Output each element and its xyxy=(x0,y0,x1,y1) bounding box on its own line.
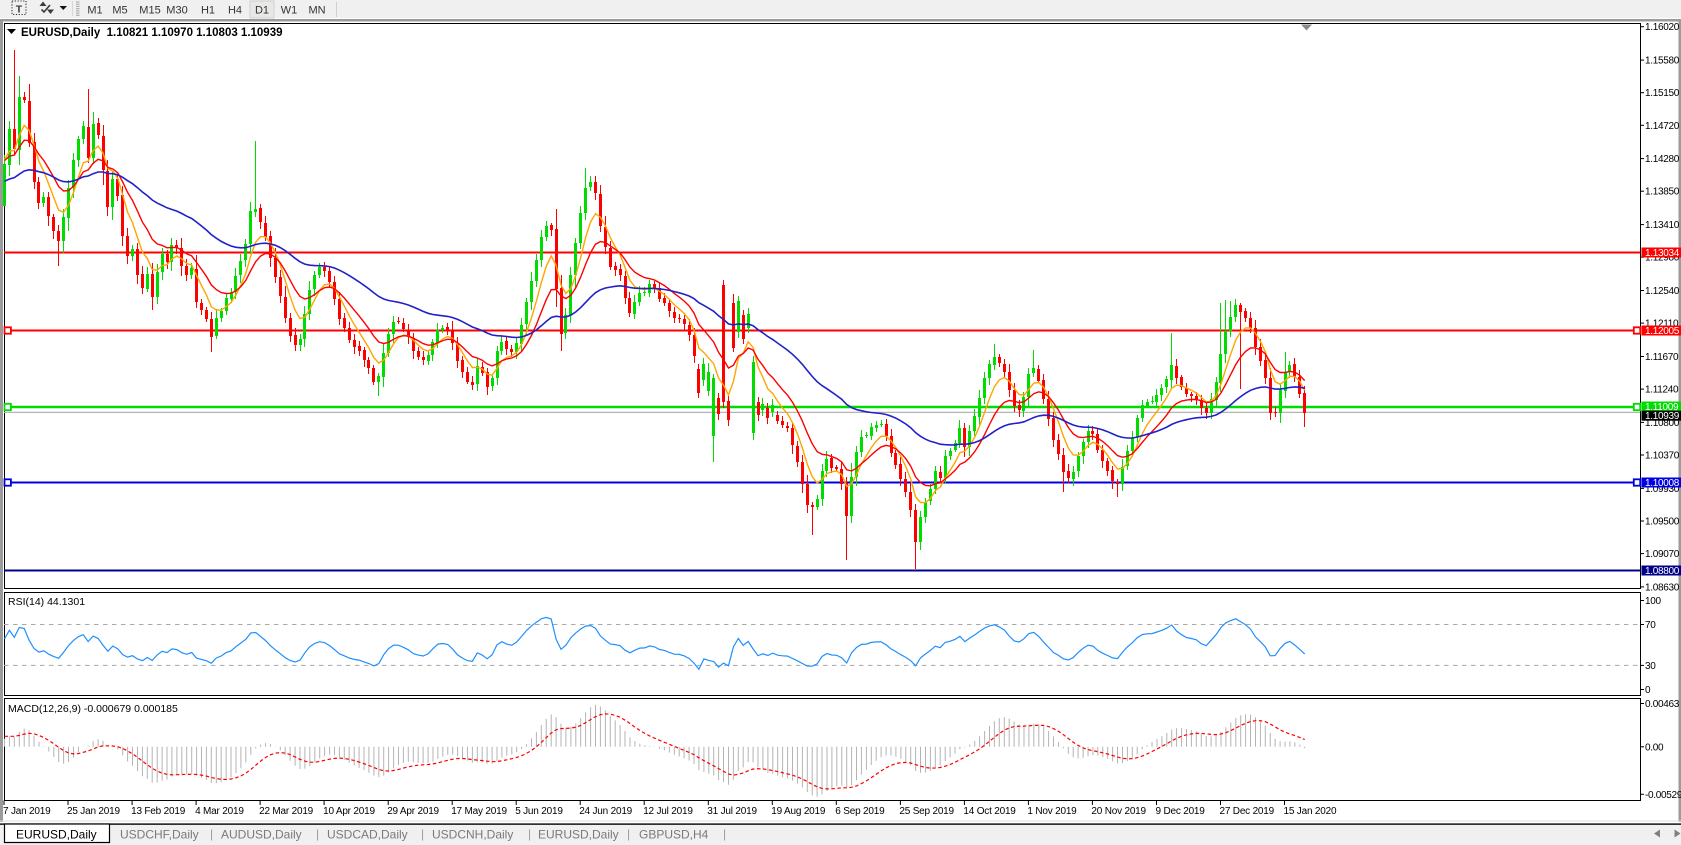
svg-text:1.08800: 1.08800 xyxy=(1645,566,1680,577)
svg-text:EURUSD,Daily: EURUSD,Daily xyxy=(16,828,97,842)
svg-text:USDCNH,Daily: USDCNH,Daily xyxy=(432,828,513,842)
svg-text:1.10370: 1.10370 xyxy=(1645,451,1680,462)
svg-text:0.00463: 0.00463 xyxy=(1645,699,1680,710)
svg-text:1.11670: 1.11670 xyxy=(1645,352,1679,363)
svg-text:H4: H4 xyxy=(228,5,242,17)
svg-text:0: 0 xyxy=(1645,685,1651,696)
svg-text:5 Jun 2019: 5 Jun 2019 xyxy=(515,806,563,817)
svg-text:MACD(12,26,9) -0.000679 0.0001: MACD(12,26,9) -0.000679 0.000185 xyxy=(8,703,178,715)
svg-text:1.11009: 1.11009 xyxy=(1645,402,1679,413)
svg-text:12 Jul 2019: 12 Jul 2019 xyxy=(643,806,693,817)
svg-text:D1: D1 xyxy=(255,5,269,17)
svg-text:24 Jun 2019: 24 Jun 2019 xyxy=(579,806,632,817)
svg-text:6 Sep 2019: 6 Sep 2019 xyxy=(835,806,885,817)
svg-text:M1: M1 xyxy=(87,5,102,17)
svg-text:19 Aug 2019: 19 Aug 2019 xyxy=(771,806,826,817)
svg-text:17 May 2019: 17 May 2019 xyxy=(451,806,507,817)
svg-text:14 Oct 2019: 14 Oct 2019 xyxy=(963,806,1016,817)
svg-text:|: | xyxy=(421,827,424,841)
svg-text:M5: M5 xyxy=(112,5,127,17)
svg-text:27 Dec 2019: 27 Dec 2019 xyxy=(1220,806,1275,817)
svg-text:29 Apr 2019: 29 Apr 2019 xyxy=(387,806,439,817)
svg-text:1.13410: 1.13410 xyxy=(1645,220,1680,231)
svg-text:1.12005: 1.12005 xyxy=(1645,326,1680,337)
svg-text:|: | xyxy=(723,827,726,841)
svg-text:1.16020: 1.16020 xyxy=(1645,22,1680,33)
svg-text:|: | xyxy=(210,827,213,841)
svg-text:M15: M15 xyxy=(139,5,160,17)
svg-text:25 Jan 2019: 25 Jan 2019 xyxy=(67,806,120,817)
svg-text:1.15150: 1.15150 xyxy=(1645,88,1680,99)
svg-text:1.10008: 1.10008 xyxy=(1645,478,1680,489)
svg-text:T: T xyxy=(16,4,23,16)
svg-text:USDCAD,Daily: USDCAD,Daily xyxy=(327,828,408,842)
svg-text:1.15580: 1.15580 xyxy=(1645,56,1680,67)
svg-text:70: 70 xyxy=(1645,620,1656,631)
svg-text:1.09500: 1.09500 xyxy=(1645,517,1680,528)
svg-text:EURUSD,Daily 1.10821 1.10970: EURUSD,Daily 1.10821 1.10970 1.10803 1.1… xyxy=(21,27,283,39)
svg-text:31 Jul 2019: 31 Jul 2019 xyxy=(707,806,757,817)
svg-text:20 Nov 2019: 20 Nov 2019 xyxy=(1091,806,1146,817)
svg-text:|: | xyxy=(627,827,630,841)
svg-text:MN: MN xyxy=(308,5,325,17)
svg-text:1.09930: 1.09930 xyxy=(1645,484,1680,495)
svg-text:15 Jan 2020: 15 Jan 2020 xyxy=(1284,806,1337,817)
svg-text:100: 100 xyxy=(1645,596,1662,607)
svg-text:-0.00529: -0.00529 xyxy=(1645,790,1681,801)
svg-text:1.08630: 1.08630 xyxy=(1645,582,1680,593)
svg-text:1.11240: 1.11240 xyxy=(1645,385,1679,396)
svg-text:13 Feb 2019: 13 Feb 2019 xyxy=(131,806,186,817)
svg-text:RSI(14) 44.1301: RSI(14) 44.1301 xyxy=(8,596,85,608)
svg-text:1.13850: 1.13850 xyxy=(1645,187,1680,198)
svg-text:1.14720: 1.14720 xyxy=(1645,121,1680,132)
svg-text:W1: W1 xyxy=(281,5,298,17)
svg-text:30: 30 xyxy=(1645,661,1656,672)
svg-text:|: | xyxy=(316,827,319,841)
svg-text:GBPUSD,H4: GBPUSD,H4 xyxy=(639,828,709,842)
svg-text:1.12980: 1.12980 xyxy=(1645,253,1680,264)
svg-text:10 Apr 2019: 10 Apr 2019 xyxy=(323,806,375,817)
svg-text:1.13034: 1.13034 xyxy=(1645,248,1680,259)
svg-text:4 Mar 2019: 4 Mar 2019 xyxy=(195,806,244,817)
svg-text:1.14280: 1.14280 xyxy=(1645,154,1680,165)
svg-text:AUDUSD,Daily: AUDUSD,Daily xyxy=(221,828,302,842)
svg-text:USDCHF,Daily: USDCHF,Daily xyxy=(120,828,199,842)
svg-text:0.00: 0.00 xyxy=(1645,742,1664,753)
svg-text:1.09070: 1.09070 xyxy=(1645,549,1680,560)
svg-text:9 Dec 2019: 9 Dec 2019 xyxy=(1156,806,1206,817)
svg-text:EURUSD,Daily: EURUSD,Daily xyxy=(538,828,619,842)
svg-text:H1: H1 xyxy=(201,5,215,17)
svg-text:1.12540: 1.12540 xyxy=(1645,286,1680,297)
svg-text:1.12110: 1.12110 xyxy=(1645,319,1679,330)
svg-text:1 Nov 2019: 1 Nov 2019 xyxy=(1027,806,1077,817)
svg-text:7 Jan 2019: 7 Jan 2019 xyxy=(3,806,51,817)
svg-text:22 Mar 2019: 22 Mar 2019 xyxy=(259,806,314,817)
svg-text:1.10939: 1.10939 xyxy=(1645,411,1680,422)
svg-text:25 Sep 2019: 25 Sep 2019 xyxy=(899,806,954,817)
svg-text:M30: M30 xyxy=(166,5,187,17)
svg-text:1.10800: 1.10800 xyxy=(1645,418,1680,429)
svg-text:|: | xyxy=(528,827,531,841)
